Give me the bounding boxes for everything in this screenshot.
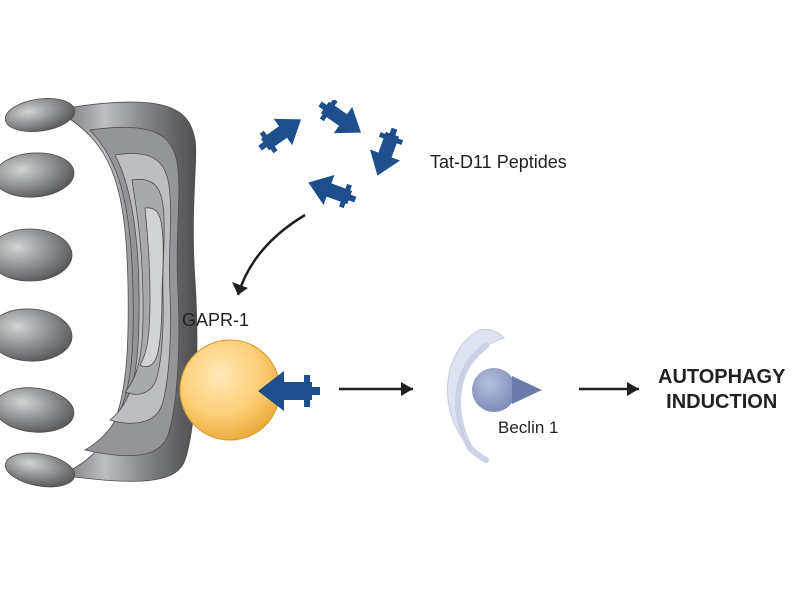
arrow-right-1: [335, 378, 430, 400]
arrow-curved: [210, 210, 330, 320]
beclin-sphere: [468, 360, 558, 420]
peptide-icon: [303, 167, 361, 214]
beclin-label: Beclin 1: [498, 418, 558, 438]
peptide-icon: [362, 123, 409, 181]
outcome-line1: AUTOPHAGY: [658, 365, 785, 390]
outcome-line2: INDUCTION: [658, 390, 785, 415]
outcome-text: AUTOPHAGY INDUCTION: [658, 365, 785, 415]
tat-label: Tat-D11 Peptides: [430, 152, 567, 173]
peptide-icon: [311, 100, 370, 146]
peptide-docked-icon: [250, 368, 322, 414]
peptide-icon: [255, 106, 310, 161]
arrow-right-2: [575, 378, 655, 400]
gapr-label: GAPR-1: [182, 310, 249, 331]
